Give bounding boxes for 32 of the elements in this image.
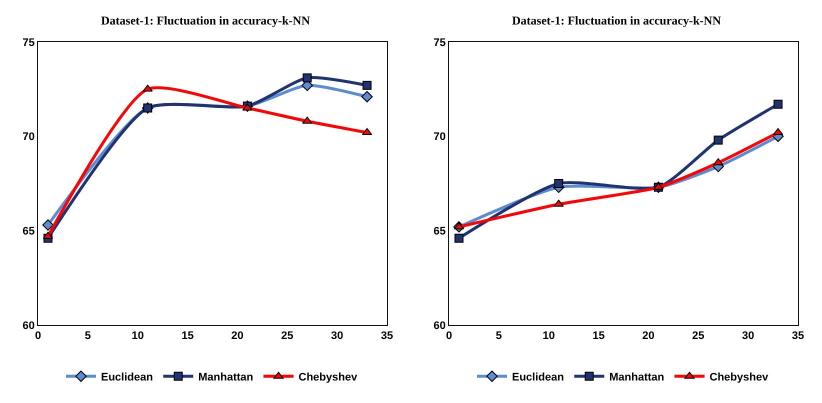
x-tick-label: 0 [34,330,42,342]
x-tick-label: 0 [446,330,452,342]
x-tick-label: 5 [496,330,502,342]
x-tick-label: 15 [181,330,194,342]
x-tick-label: 30 [742,330,754,342]
y-tick-label: 75 [22,36,35,49]
x-tick-label: 20 [642,330,655,342]
legend-label: Chebyshev [710,372,770,384]
y-tick-label: 70 [434,131,446,144]
x-tick-label: 10 [132,330,144,342]
x-tick-label: 10 [542,330,555,342]
x-tick-label: 20 [231,330,244,342]
y-tick-label: 60 [22,320,35,332]
legend-label: Manhattan [609,372,665,384]
legend-label: Chebyshev [298,372,358,384]
x-tick-label: 35 [380,330,394,342]
legend-label: Manhattan [198,372,254,384]
x-tick-label: 25 [281,330,294,342]
legend-label: Euclidean [512,372,564,384]
x-tick-label: 25 [692,330,704,342]
chart-title: Dataset-1: Fluctuation in accuracy-k-NN [101,14,310,28]
x-tick-label: 15 [592,330,605,342]
x-tick-label: 35 [792,330,804,342]
chart-title: Dataset-1: Fluctuation in accuracy-k-NN [512,14,722,28]
x-tick-label: 30 [331,330,344,342]
y-tick-label: 65 [22,226,35,238]
y-tick-label: 60 [434,320,446,332]
legend-label: Euclidean [101,372,154,384]
y-tick-label: 70 [22,131,35,144]
y-tick-label: 65 [434,226,446,238]
x-tick-label: 5 [84,330,91,342]
y-tick-label: 75 [434,36,446,49]
